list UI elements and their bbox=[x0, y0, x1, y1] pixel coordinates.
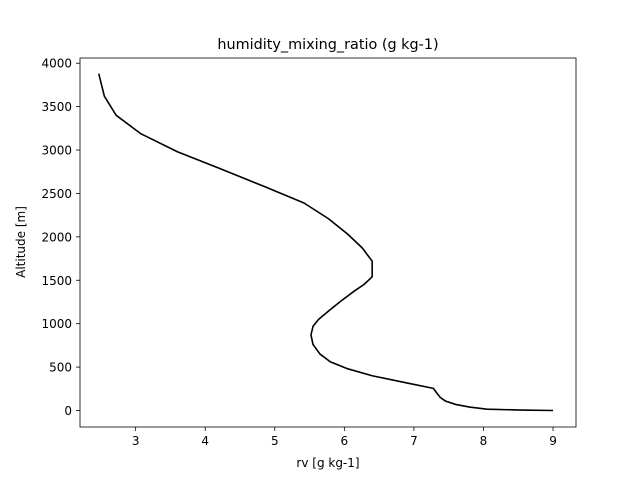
series-line-humidity-mixing-ratio bbox=[98, 73, 554, 412]
y-tick-label: 0 bbox=[64, 404, 72, 418]
y-tick-label: 2000 bbox=[41, 230, 72, 244]
y-axis-label: Altitude [m] bbox=[14, 206, 28, 278]
y-tick-label: 2500 bbox=[41, 187, 72, 201]
chart-title: humidity_mixing_ratio (g kg-1) bbox=[217, 37, 438, 53]
y-tick-label: 1500 bbox=[41, 274, 72, 288]
x-tick-label: 5 bbox=[271, 434, 279, 448]
x-tick-label: 6 bbox=[341, 434, 349, 448]
y-tick-label: 3000 bbox=[41, 144, 72, 158]
x-axis: 3 4 5 6 7 8 9 bbox=[132, 427, 557, 448]
y-tick-label: 4000 bbox=[41, 57, 72, 71]
x-tick-label: 9 bbox=[549, 434, 557, 448]
x-tick-label: 7 bbox=[410, 434, 418, 448]
y-tick-label: 3500 bbox=[41, 100, 72, 114]
y-tick-label: 500 bbox=[49, 361, 72, 375]
x-tick-label: 4 bbox=[201, 434, 209, 448]
y-axis: 0 500 1000 1500 2000 2500 3000 3500 4000 bbox=[41, 57, 80, 418]
plot-area bbox=[79, 57, 577, 428]
x-tick-label: 8 bbox=[480, 434, 488, 448]
x-axis-label: rv [g kg-1] bbox=[296, 456, 359, 470]
y-tick-label: 1000 bbox=[41, 317, 72, 331]
x-tick-label: 3 bbox=[132, 434, 140, 448]
